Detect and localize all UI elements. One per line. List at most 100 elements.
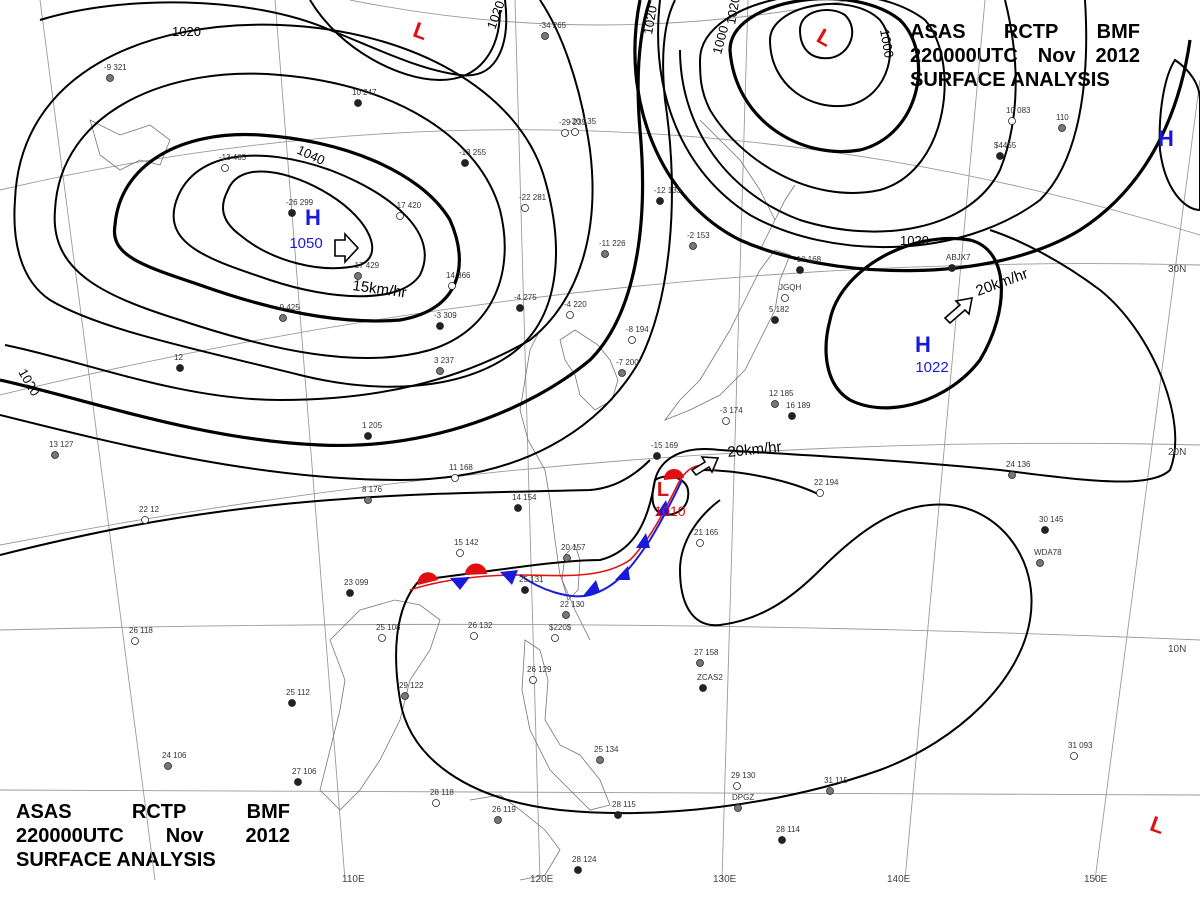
frontal-system [409,464,716,598]
station-marker-icon [656,197,664,205]
parallel-10n [0,623,1200,641]
title-product: SURFACE ANALYSIS [16,849,216,871]
cold-front-triangle [636,533,650,548]
title-agency: ASAS [910,21,966,43]
title-line-1: ASAS RCTP BMF [910,20,1140,44]
high-center-letter: H [915,332,931,357]
title-year: 2012 [245,825,290,847]
station-label: JGQH [779,283,801,292]
station-marker-icon [294,778,302,786]
korea-coast [559,329,619,411]
station-label: -4 275 [514,293,537,302]
station-label: -10 168 [794,255,822,264]
station-label: 28 118 [430,788,454,797]
station-marker-icon [826,787,834,795]
cold-front-triangle [656,500,670,515]
cold-front-triangle [500,570,518,585]
title-code: BMF [246,801,290,823]
station-label: -15 169 [651,441,679,450]
station-label: -9 321 [104,63,127,72]
title-agency: ASAS [16,801,72,823]
motion-arrow-icon [334,231,360,265]
station-label: 26 119 [492,805,516,814]
title-time: 220000UTC [16,825,124,847]
station-marker-icon [176,364,184,372]
isobar-value-label: 1020 [172,24,201,39]
russia-coast [699,119,776,221]
station-plots: -26 299 -17 420 -17 429 -13 255 -22 281 -11 2… [49,21,1093,874]
title-line-3: SURFACE ANALYSIS [16,848,290,872]
station-marker-icon [696,539,704,547]
station-label: 31 115 [824,776,848,785]
high-center-letter: H [305,205,321,230]
low-center-letter: L [410,17,431,45]
station-marker-icon [141,516,149,524]
latitude-label: 20N [1168,447,1186,458]
station-label: 26 118 [129,626,153,635]
station-label: WDA78 [1034,548,1062,557]
station-marker-icon [456,549,464,557]
station-marker-icon [288,209,296,217]
high-center-pressure: 1022 [915,359,948,376]
station-marker-icon [1041,526,1049,534]
isobar-1050-inner [222,170,374,270]
title-line-2: 220000UTC Nov 2012 [16,824,290,848]
station-label: 26 132 [468,621,493,630]
low-center-pressure: 1010 [654,503,685,519]
motion-arrow-icon [943,296,974,325]
station-marker-icon [551,634,559,642]
isobar-1030 [13,23,557,388]
parallel-30n [0,263,1200,396]
station-label: -34 265 [539,21,567,30]
station-marker-icon [771,400,779,408]
station-marker-icon [563,554,571,562]
station-marker-icon [788,412,796,420]
longitude-label: 110E [342,874,365,885]
station-marker-icon [51,451,59,459]
title-station: RCTP [1003,21,1059,43]
isobar-1010 [679,0,1017,233]
station-label: -17 429 [352,261,380,270]
warm-front-line [409,464,716,591]
station-marker-icon [354,99,362,107]
station-marker-icon [996,152,1004,160]
station-marker-icon [541,32,549,40]
station-label: 27 158 [694,648,719,657]
station-marker-icon [628,336,636,344]
isobar-1015-south [419,229,1177,581]
title-month: Nov [165,825,204,847]
isobar-low-core [798,9,854,60]
station-marker-icon [596,756,604,764]
station-marker-icon [354,272,362,280]
station-marker-icon [164,762,172,770]
warm-front-semicircle [663,468,684,480]
station-marker-icon [653,452,661,460]
taiwan-coast [561,544,581,601]
station-marker-icon [1008,471,1016,479]
coastlines [89,119,796,881]
station-marker-icon [1036,559,1044,567]
station-marker-icon [566,311,574,319]
japan-coast [663,249,791,421]
station-label: DPGZ [732,793,754,802]
station-marker-icon [521,204,529,212]
station-label: $220$ [549,623,572,632]
station-marker-icon [364,496,372,504]
isobar-value-label: 1000 [877,28,897,59]
station-label: 13 127 [49,440,74,449]
longitude-label: 150E [1084,874,1108,885]
cold-front-triangle [582,580,600,597]
isobar-top-left [39,0,508,77]
isobar-1022 [824,237,1003,410]
station-marker-icon [470,632,478,640]
isobar-1000 [768,2,891,108]
station-label: -3 309 [434,311,457,320]
station-label: 110 [1056,113,1069,122]
parallel-0 [0,789,1200,796]
isobar-1035 [53,72,506,360]
title-code: BMF [1096,21,1140,43]
station-marker-icon [288,699,296,707]
station-label: $4455 [994,141,1017,150]
china-east-coast [519,329,591,641]
title-line-2: 220000UTC Nov 2012 [910,44,1140,68]
